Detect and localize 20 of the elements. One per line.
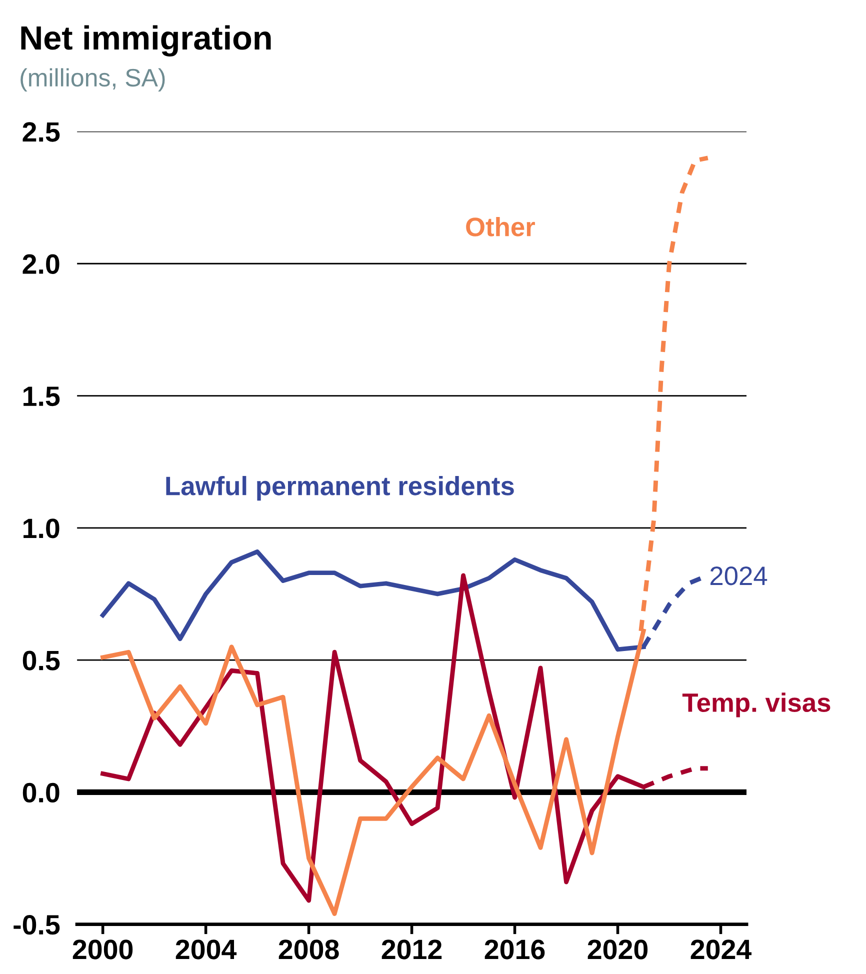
- text: Temp. visas: [682, 692, 830, 718]
- x-tick-label: 2012: [382, 940, 442, 960]
- y-tick-label: 0.0: [22, 782, 60, 803]
- x-tick-label: 2008: [278, 940, 339, 960]
- x-tick-label: 2000: [72, 940, 133, 960]
- x-tick-label: 2020: [588, 940, 648, 960]
- text: Other: [466, 216, 535, 236]
- annotation: 2024: [710, 566, 768, 586]
- chart-title: Net immigration: [21, 25, 271, 57]
- chart-subtitle: (millions, SA): [20, 68, 165, 92]
- y-tick-label: 0.5: [22, 650, 60, 670]
- x-tick-label: 2024: [690, 940, 752, 960]
- y-tick-label: 1.0: [24, 518, 60, 538]
- text: Lawful permanent residents: [166, 476, 514, 501]
- y-tick-label: 2.5: [22, 122, 60, 142]
- y-tick-label: 2.0: [22, 254, 60, 274]
- y-tick-label: 1.5: [24, 386, 60, 406]
- x-tick-label: 2016: [484, 940, 545, 960]
- x-tick-label: 2004: [176, 940, 237, 960]
- y-tick-label: -0.5: [14, 914, 60, 935]
